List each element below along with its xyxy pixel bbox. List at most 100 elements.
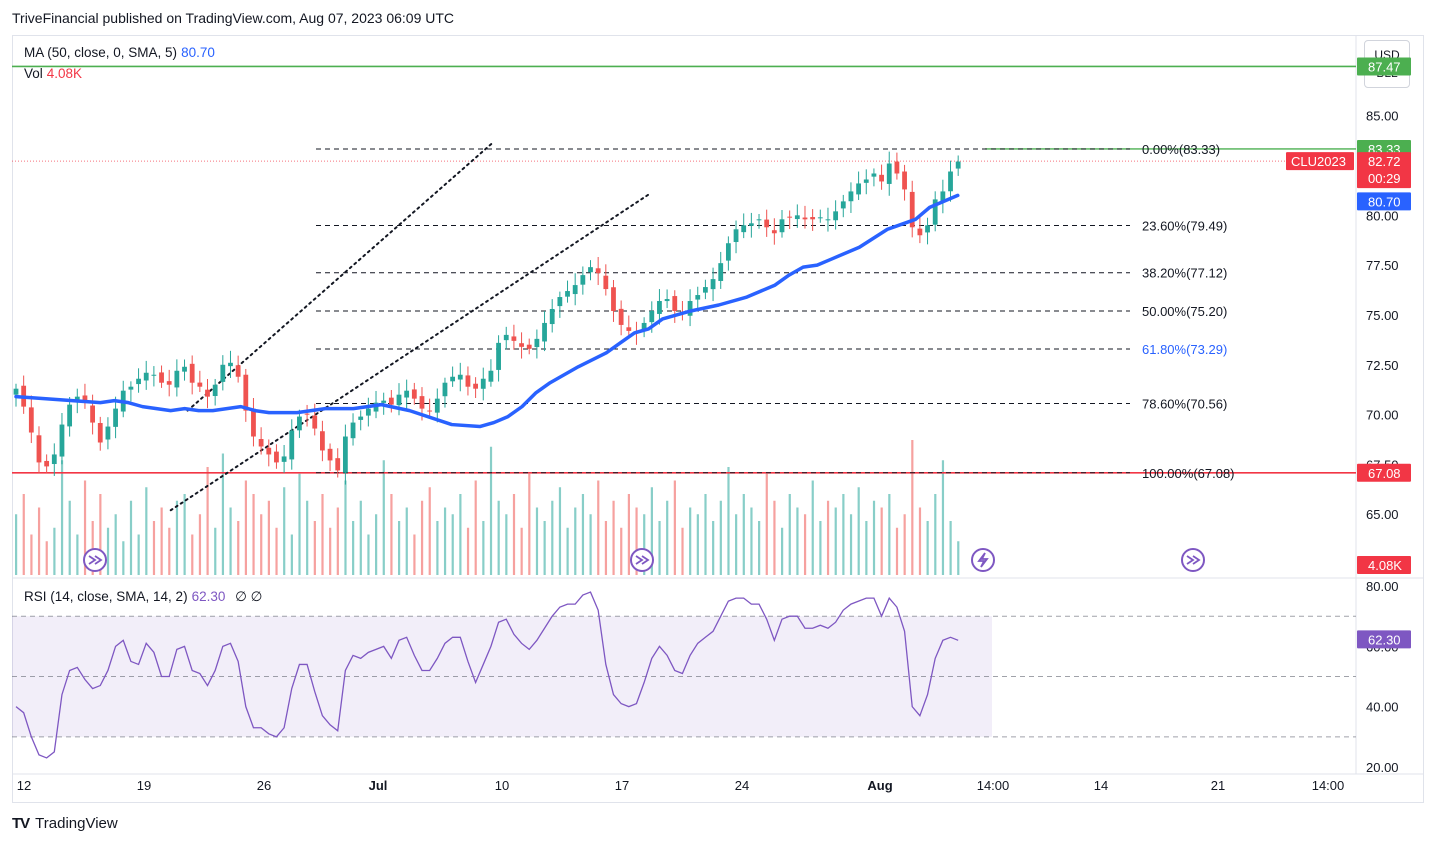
price-axis-tick: 85.00 (1366, 109, 1399, 124)
candle-body (281, 456, 287, 462)
candle-body (802, 217, 808, 220)
volume-bar (405, 507, 408, 575)
candle-body (13, 388, 19, 395)
volume-bar (482, 521, 485, 575)
volume-bar (237, 521, 240, 575)
candle-body (67, 404, 73, 427)
rsi-axis-tick: 20.00 (1366, 760, 1399, 775)
volume-bar (957, 541, 960, 575)
candle-body (825, 219, 831, 221)
volume-bar (37, 507, 41, 575)
candle-body (657, 301, 662, 314)
symbol-label: CLU2023 (1291, 154, 1346, 169)
ma-legend[interactable]: MA (50, close, 0, SMA, 5) 80.70 (24, 45, 215, 60)
candle-body (909, 191, 915, 228)
volume-bar (168, 527, 171, 575)
price-axis-label-box (1357, 463, 1411, 482)
candle-body (404, 390, 410, 398)
volume-bar (175, 500, 179, 575)
fib-level-label: 50.00%(75.20) (1142, 304, 1227, 319)
volume-bar (727, 467, 730, 575)
volume-bar (926, 521, 929, 575)
candle-body (856, 183, 861, 195)
price-axis-tick: 75.00 (1366, 308, 1399, 323)
candle-body (189, 363, 195, 383)
price-axis-label-box (1357, 556, 1411, 574)
volume-bar (298, 473, 301, 575)
price-axis-label: 82.72 (1368, 154, 1401, 169)
volume-bar (214, 527, 217, 575)
candle-body (779, 219, 785, 233)
volume-bar (696, 514, 699, 575)
candle-body (51, 454, 57, 465)
candle-body (948, 171, 953, 192)
ma-legend-value: 80.70 (181, 45, 215, 60)
candle-body (703, 287, 708, 293)
candle-body (840, 201, 846, 209)
candle-body (312, 415, 318, 429)
candle-body (358, 416, 364, 420)
price-axis-label-box (1357, 192, 1411, 211)
time-axis-tick: 14:00 (977, 778, 1010, 793)
time-axis-tick: 21 (1211, 778, 1225, 793)
candle-body (672, 296, 678, 311)
volume-bar (83, 480, 87, 575)
price-axis-label: 87.47 (1368, 59, 1401, 74)
rsi-legend-value: 62.30 (191, 589, 226, 604)
price-axis-label: 80.70 (1368, 194, 1401, 209)
volume-bar (612, 500, 615, 575)
candle-body (741, 225, 747, 233)
candle-body (496, 342, 501, 370)
rsi-legend-label: RSI (14, close, SMA, 14, 2) (24, 589, 188, 604)
vol-legend[interactable]: Vol 4.08K (24, 66, 82, 81)
volume-bar (566, 527, 569, 575)
volume-bar (313, 521, 316, 575)
candle-body (97, 423, 103, 443)
volume-bar (137, 534, 140, 575)
candle-body (335, 458, 341, 471)
candle-body (534, 338, 540, 348)
candle-body (350, 422, 356, 439)
volume-bar (520, 527, 523, 575)
candle-body (817, 217, 823, 219)
candle-body (197, 382, 203, 387)
candle-body (480, 378, 486, 389)
volume-bar (497, 500, 500, 575)
candle-body (174, 370, 180, 388)
volume-bar (244, 480, 247, 575)
candle-body (381, 400, 387, 403)
candle-body (304, 413, 310, 415)
volume-bar (811, 480, 814, 575)
volume-bar (99, 494, 102, 575)
volume-bar (773, 500, 776, 575)
volume-bar (30, 534, 33, 575)
volume-bar (895, 527, 899, 575)
volume-bar (604, 521, 608, 575)
candle-body (166, 381, 172, 385)
candle-body (725, 243, 731, 261)
volume-bar (413, 534, 416, 575)
candle-body (810, 217, 816, 220)
volume-bar (420, 500, 424, 575)
time-axis-tick: Aug (867, 778, 892, 793)
rsi-axis-tick: 80.00 (1366, 579, 1399, 594)
volume-bar (22, 494, 25, 575)
candle-body (90, 405, 95, 423)
candle-body (649, 310, 655, 323)
candle-body (205, 389, 210, 397)
volume-bar (849, 514, 853, 575)
candle-body (143, 372, 149, 381)
volume-bar (803, 514, 807, 575)
time-axis-tick: 14 (1094, 778, 1108, 793)
price-axis-tick: 72.50 (1366, 358, 1399, 373)
candle-body (434, 398, 440, 413)
volume-bar (872, 500, 876, 575)
price-axis-countdown: 00:29 (1368, 171, 1401, 186)
fib-level-label: 61.80%(73.29) (1142, 342, 1227, 357)
candle-body (879, 174, 884, 182)
candle-body (28, 407, 34, 433)
volume-bar (443, 507, 447, 575)
rsi-legend[interactable]: RSI (14, close, SMA, 14, 2) 62.30 ∅ ∅ (24, 589, 262, 605)
candle-body (396, 394, 402, 406)
